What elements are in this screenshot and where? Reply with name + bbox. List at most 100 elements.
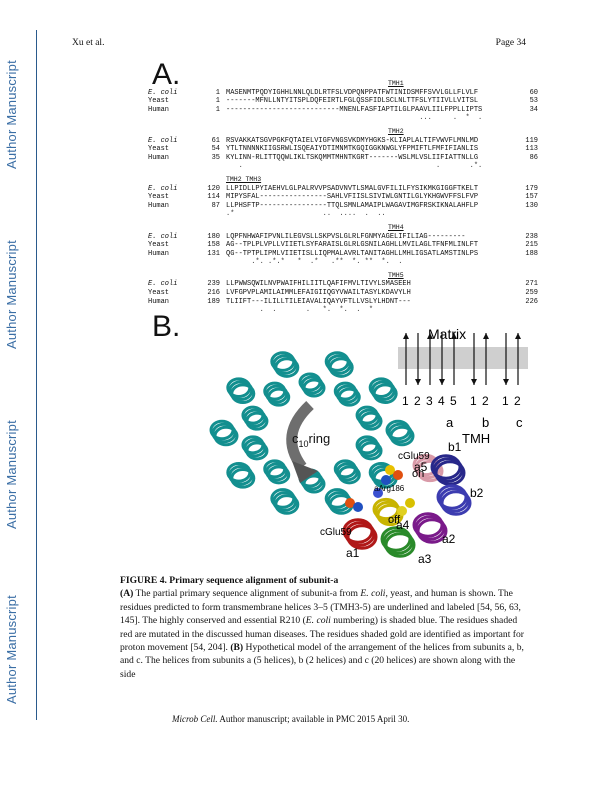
tmh-arrowhead [427,333,433,339]
sidebar-divider [36,30,37,720]
tmh-arrowhead [439,379,445,385]
page-footer: Microb Cell. Author manuscript; availabl… [172,714,409,724]
alignment-start: 180 [207,232,220,241]
footer-journal: Microb Cell. [172,714,218,724]
c-subunit-helix [230,383,256,404]
alignment-seq: MASENMTPQDYIGHHLNNLQLDLRTFSLVDPQNPPATFWT… [226,88,479,97]
c-subunit-helix [372,383,398,404]
alignment-end: 157 [525,193,538,202]
alignment-block: TMH2 E. coli 61 RSVAKKATSGVPGKFQTAIELVIGFVN… [148,128,548,171]
alignment-block: TMH5 E. coli 239 LLPWWSQWILNVPWAIFHILIITLQA… [148,272,548,315]
alignment-start: 131 [207,249,220,258]
residue-sphere [397,506,407,516]
alignment-end: 226 [525,297,538,306]
tmh-number: 4 [438,394,445,408]
tmh-label: TMH [462,431,490,446]
c-subunit-helix [359,411,383,431]
tmh-number: 2 [482,394,489,408]
caption-text: Hypothetical model of the arrangement of… [120,642,524,680]
on-label: on [412,468,424,480]
tmh-arrowhead [515,333,521,339]
alignment-species: E. coli [148,280,178,289]
alignment-species: Human [148,249,170,258]
alignment-row: Yeast 114 MIPYSFAL----------------SAHLVFII… [148,193,548,202]
caption-body: (A) The partial primary sequence alignme… [120,587,530,681]
alignment-seq: MIPYSFAL----------------SAHLVFIISLSIVIWL… [226,193,479,202]
subunit-letter-a: a [446,415,454,430]
c-subunit-helix [302,474,326,494]
c-subunit-helix [245,441,269,461]
alignment-row: Human 189 TLIIFT---ILILLTILEIAVALIQAYVFTLL… [148,298,548,307]
alignment-end: 86 [529,153,538,162]
alignment-row: Yeast 158 AG--TPLPLVPLLVIIETLSYFARAISLGLRL… [148,241,548,250]
cglu59-bottom-label: cGlu59 [320,527,352,538]
c-subunit-helix [245,411,269,431]
sequence-alignment: TMH1 E. coli 1 MASENMTPQDYIGHHLNNLQLDLRTFSL… [148,80,548,320]
alignment-row: Human 131 QG--TPTPLIPMLVIIETISLLIQPMALAVRL… [148,250,548,259]
rotation-arrow-head [292,461,318,483]
caption-text: numbering) is shaded blue. The residues … [120,615,524,654]
a2-helix [416,518,448,544]
alignment-row: E. coli 180 LQPFNHWAFIPVNLILEGVSLLSKPVSLGL… [148,233,548,242]
alignment-species: Human [148,153,170,162]
author-manuscript-label: Author Manuscript [4,595,19,705]
subunit-helices [342,453,472,558]
alignment-seq: LVFGPVPLAMILAIMMLEFAIGIIQGYVWAILTASYLKDA… [226,289,411,298]
residue-sphere [381,475,391,485]
c-subunit-helix [267,465,291,485]
alignment-row: Yeast 216 LVFGPVPLAMILAIMMLEFAIGIIQGYVWAIL… [148,289,548,298]
residue-sphere [353,502,363,512]
alignment-start: 1 [215,88,220,97]
alignment-start: 54 [211,145,220,154]
tmh-arrowhead [451,333,457,339]
caption-species: E. coli [360,588,386,600]
author-manuscript-label: Author Manuscript [4,420,19,530]
alignment-seq: YTLTNNNNKIIGSRWLISQEAIYDTIMNMTKGQIGGKNWG… [226,145,479,154]
alignment-end: 238 [525,232,538,241]
alignment-start: 87 [211,201,220,210]
alignment-start: 1 [215,105,220,114]
alignment-end: 259 [525,289,538,298]
rotation-arrow [286,400,314,471]
alignment-start: 239 [207,280,220,289]
alignment-seq: LLPIDLLPYIAEHVLGLPALRVVPSADVNVTLSMALGVFI… [226,184,479,193]
conservation-row: . . . *. *. . * [148,306,548,315]
tmh-number: 1 [402,394,409,408]
cglu59-top-label: cGlu59 [398,451,430,462]
tmh-arrowhead [471,379,477,385]
alignment-seq: RSVAKKATSGVPGKFQTAIELVIGFVNGSVKDMYHGKS-K… [226,136,479,145]
alignment-seq: -------MFNLLNTYITSPLDQFEIRTLFGLQSSFIDLSC… [226,97,479,106]
c-subunit-helix [230,468,256,489]
residue-sphere [345,498,355,508]
alignment-end: 34 [529,105,538,114]
alignment-block: TMH2 TMH3 E. coli 120 LLPIDLLPYIAEHVLGLPALR… [148,176,548,219]
alignment-start: 158 [207,241,220,250]
alignment-row: Human 35 KYLINN-RLITTQQWLIKLTSKQMMTMHNTKGR… [148,154,548,163]
residue-sphere [405,498,415,508]
off-label: off [388,514,401,526]
a4-label: a4 [396,518,410,532]
alignment-row: E. coli 120 LLPIDLLPYIAEHVLGLPALRVVPSADVNV… [148,185,548,194]
tmh-arrowhead [503,379,509,385]
c-ring-helices [209,351,415,515]
alignment-species: Human [148,201,170,210]
alignment-end: 179 [525,184,538,193]
c-subunit-helix [337,387,361,407]
alignment-row: Yeast 1 -------MFNLLNTYITSPLDQFEIRTLFGLQSS… [148,97,548,106]
residue-sphere [373,488,383,498]
panel-b-label: B. [152,310,181,343]
alignment-block: TMH1 E. coli 1 MASENMTPQDYIGHHLNNLQLDLRTFSL… [148,80,548,123]
tmh-number: 2 [414,394,421,408]
alignment-row: E. coli 239 LLPWWSQWILNVPWAIFHILIITLQAFIFM… [148,280,548,289]
a2-label: a2 [442,532,456,546]
caption-text: The partial primary sequence alignment o… [133,588,361,600]
alignment-species: Yeast [148,289,170,298]
alignment-end: 188 [525,249,538,258]
alignment-seq: AG--TPLPLVPLLVIIETLSYFARAISLGLRLGSNILAGH… [226,241,479,250]
alignment-species: Yeast [148,97,170,106]
caption-a-label: (A) [120,588,134,600]
a3-label: a3 [418,552,432,565]
alignment-row: Human 87 LLPHSFTP----------------TTQLSMNLA… [148,202,548,211]
caption-text: , yeast, and human is shown. The residue… [120,588,521,627]
